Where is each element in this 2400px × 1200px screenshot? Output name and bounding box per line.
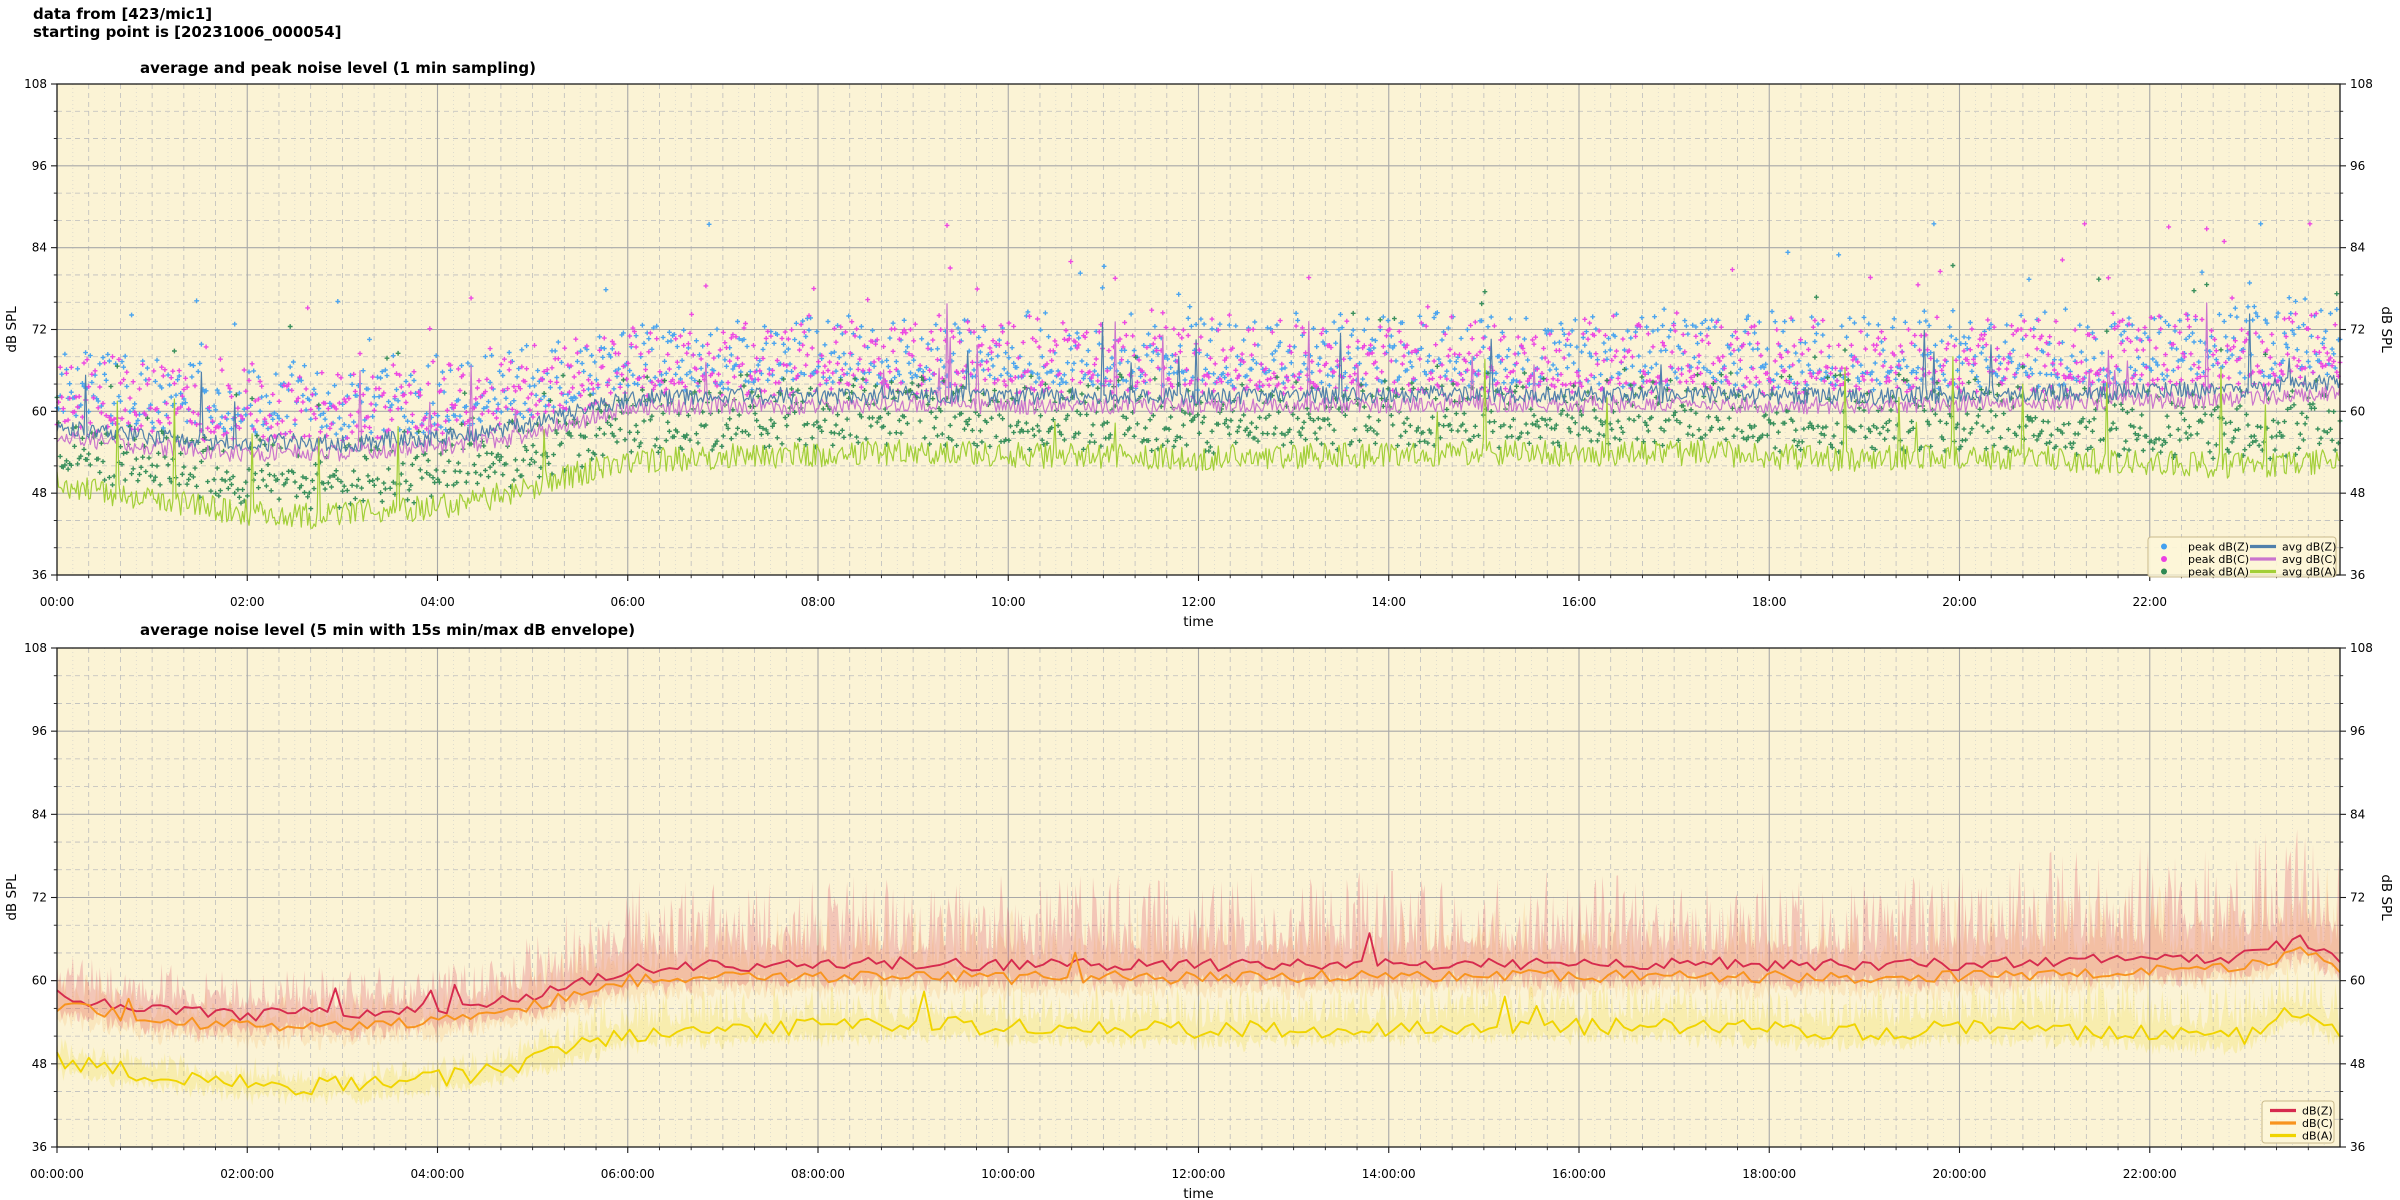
legend-marker-dot	[2161, 543, 2167, 550]
legend-entry-label: dB(C)	[2302, 1117, 2333, 1130]
y-tick-label-right: 84	[2350, 241, 2365, 255]
envelope-db-a-	[57, 958, 2340, 1106]
y-tick-label-right: 36	[2350, 568, 2365, 582]
x-axis-label: time	[1183, 1186, 1214, 1200]
y-tick-label-right: 96	[2350, 724, 2365, 738]
legend-entry-label: dB(A)	[2302, 1130, 2333, 1143]
legend-marker-dot	[2161, 568, 2167, 575]
legend: dB(Z)dB(C)dB(A)	[2261, 1100, 2335, 1144]
y-tick-label-left: 60	[32, 404, 47, 418]
legend-entry-label: avg dB(A)	[2282, 566, 2336, 579]
x-tick-label: 14:00:00	[1362, 1167, 1416, 1181]
envelope-db-z-	[57, 829, 2340, 1043]
y-tick-label-left: 96	[32, 724, 47, 738]
header-line1: data from [423/mic1]	[33, 5, 213, 23]
y-tick-label-left: 108	[24, 77, 47, 91]
x-tick-label: 06:00	[610, 595, 645, 609]
y-tick-label-left: 84	[32, 807, 47, 821]
x-tick-label: 10:00:00	[981, 1167, 1035, 1181]
y-tick-label-right: 84	[2350, 807, 2365, 821]
y-tick-label-left: 84	[32, 241, 47, 255]
x-tick-label: 20:00:00	[1933, 1167, 1987, 1181]
y-tick-label-right: 60	[2350, 404, 2365, 418]
legend-entry-label: peak dB(A)	[2188, 566, 2249, 579]
y-tick-label-right: 96	[2350, 159, 2365, 173]
x-tick-label: 00:00:00	[30, 1167, 84, 1181]
x-tick-label: 22:00:00	[2123, 1167, 2177, 1181]
x-tick-label: 22:00	[2132, 595, 2167, 609]
y-tick-label-right: 108	[2350, 77, 2373, 91]
x-tick-label: 16:00:00	[1552, 1167, 1606, 1181]
series-db-z--line	[56, 932, 2341, 1022]
chart: 00:00 02:00 04:00 06:00 08:00 10:00 12:00 14:00…	[4, 77, 2394, 630]
y-tick-label-right: 48	[2350, 1057, 2365, 1071]
y-axis-label-right: dB SPL	[2378, 874, 2394, 921]
chart: 00:00:00 02:00:00 04:00:00 06:00:00 08:00:00…	[4, 641, 2394, 1200]
y-tick-label-left: 36	[32, 568, 47, 582]
x-tick-label: 20:00	[1942, 595, 1977, 609]
x-tick-label: 08:00	[801, 595, 836, 609]
y-tick-label-left: 72	[32, 323, 47, 337]
y-tick-label-left: 96	[32, 159, 47, 173]
x-tick-label: 04:00:00	[411, 1167, 465, 1181]
y-tick-label-right: 108	[2350, 641, 2373, 655]
series-avg-db-a--line	[56, 356, 2341, 529]
x-tick-label: 04:00	[420, 595, 455, 609]
y-tick-label-left: 60	[32, 974, 47, 988]
legend-box	[2147, 536, 2337, 578]
y-tick-label-right: 72	[2350, 323, 2365, 337]
y-tick-label-left: 72	[32, 891, 47, 905]
y-axis-label-left: dB SPL	[4, 306, 20, 353]
legend: peak dB(Z)peak dB(C)peak dB(A)avg dB(Z)a…	[2147, 536, 2337, 579]
x-axis-label: time	[1183, 614, 1214, 630]
y-tick-label-left: 36	[32, 1140, 47, 1154]
x-tick-label: 12:00	[1181, 595, 1216, 609]
y-tick-label-right: 36	[2350, 1140, 2365, 1154]
chart1-title: average and peak noise level (1 min samp…	[140, 59, 536, 77]
y-tick-label-right: 48	[2350, 486, 2365, 500]
y-axis-label-right: dB SPL	[2378, 306, 2394, 353]
legend-entry-label: avg dB(C)	[2282, 553, 2337, 566]
y-tick-label-left: 48	[32, 1057, 47, 1071]
x-tick-label: 12:00:00	[1172, 1167, 1226, 1181]
x-tick-label: 10:00	[991, 595, 1026, 609]
x-tick-label: 18:00:00	[1742, 1167, 1796, 1181]
y-axis-label-left: dB SPL	[4, 874, 20, 921]
envelope-db-c-	[57, 865, 2340, 1052]
x-tick-label: 02:00	[230, 595, 265, 609]
legend-entry-label: peak dB(Z)	[2188, 541, 2249, 554]
x-tick-label: 08:00:00	[791, 1167, 845, 1181]
series-avg-db-z--line	[56, 313, 2341, 454]
legend-entry-label: dB(Z)	[2302, 1105, 2333, 1118]
y-tick-label-right: 60	[2350, 974, 2365, 988]
x-tick-label: 14:00	[1371, 595, 1406, 609]
header-line2: starting point is [20231006_000054]	[33, 23, 342, 41]
series-db-a--line	[56, 990, 2341, 1096]
y-tick-label-right: 72	[2350, 891, 2365, 905]
legend-entry-label: avg dB(Z)	[2282, 541, 2336, 554]
x-tick-label: 06:00:00	[601, 1167, 655, 1181]
y-tick-label-left: 108	[24, 641, 47, 655]
legend-marker-dot	[2161, 556, 2167, 562]
x-tick-label: 00:00	[40, 595, 75, 609]
chart2-title: average noise level (5 min with 15s min/…	[140, 621, 636, 639]
x-tick-label: 02:00:00	[220, 1167, 274, 1181]
series-db-c--line	[56, 946, 2341, 1032]
y-tick-label-left: 48	[32, 486, 47, 500]
x-tick-label: 18:00	[1752, 595, 1787, 609]
x-tick-label: 16:00	[1562, 595, 1597, 609]
legend-entry-label: peak dB(C)	[2188, 553, 2249, 566]
